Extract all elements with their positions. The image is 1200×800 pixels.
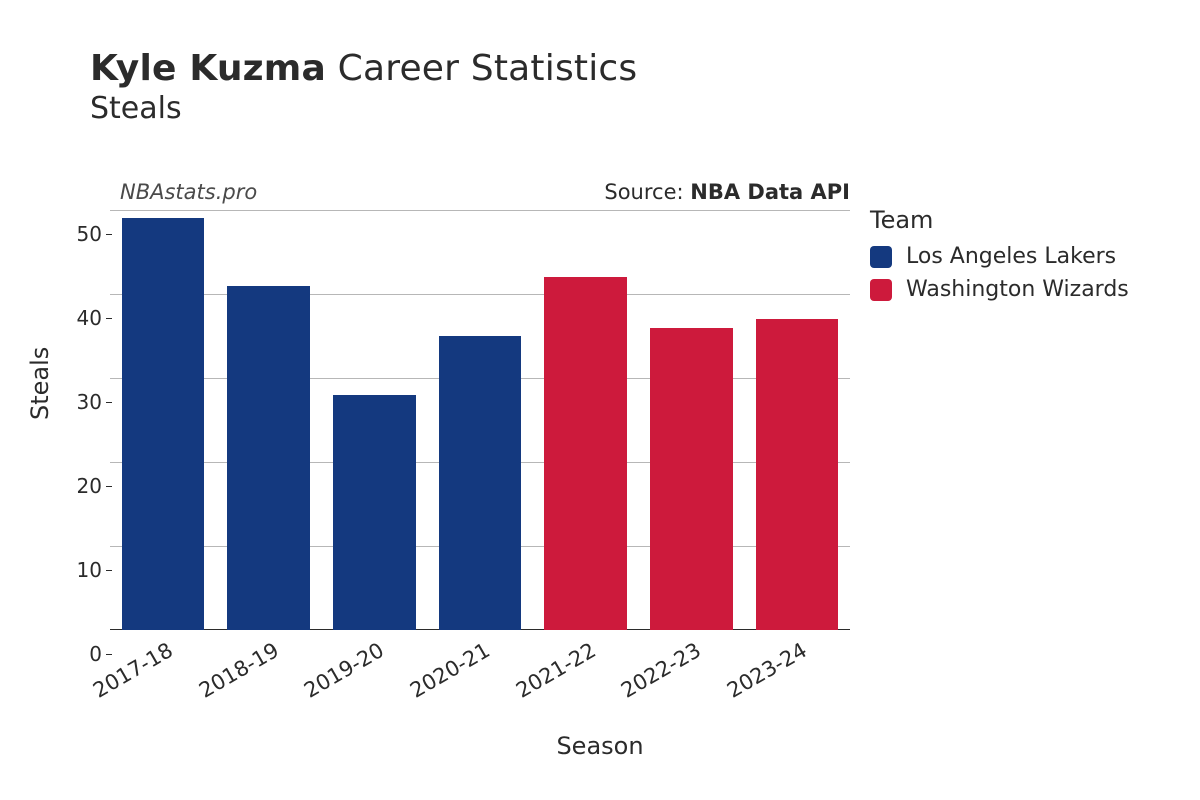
legend-label: Los Angeles Lakers: [906, 244, 1116, 269]
bar: [333, 395, 415, 630]
legend-item: Los Angeles Lakers: [870, 244, 1129, 269]
y-tick-label: 40: [62, 306, 102, 330]
x-axis-label: Season: [0, 732, 1200, 760]
chart-title: Kyle Kuzma Career Statistics Steals: [90, 48, 637, 126]
x-tick-label: 2018-19: [184, 638, 283, 709]
legend: Team Los Angeles Lakers Washington Wizard…: [870, 206, 1129, 310]
bar: [650, 328, 732, 630]
bar: [544, 277, 626, 630]
watermark: NBAstats.pro: [120, 180, 257, 204]
title-suffix: Career Statistics: [338, 48, 638, 89]
bar-chart: [110, 210, 850, 630]
source-label: Source:: [604, 180, 690, 204]
y-tick-label: 20: [62, 474, 102, 498]
grid-line: [110, 210, 850, 211]
bar: [227, 286, 309, 630]
chart-subtitle: Steals: [90, 91, 637, 126]
y-tick-label: 10: [62, 558, 102, 582]
bar: [122, 218, 204, 630]
legend-swatch: [870, 246, 892, 268]
legend-label: Washington Wizards: [906, 277, 1129, 302]
y-tick-label: 30: [62, 390, 102, 414]
source-attribution: Source: NBA Data API: [604, 180, 850, 204]
x-tick-label: 2023-24: [713, 638, 812, 709]
x-tick-label: 2022-23: [607, 638, 706, 709]
y-tick-label: 50: [62, 222, 102, 246]
bar: [439, 336, 521, 630]
title-player: Kyle Kuzma: [90, 48, 326, 89]
x-tick-label: 2019-20: [290, 638, 389, 709]
legend-item: Washington Wizards: [870, 277, 1129, 302]
legend-swatch: [870, 279, 892, 301]
grid-line: [110, 294, 850, 295]
bar: [756, 319, 838, 630]
y-axis-label: Steals: [26, 347, 54, 420]
y-tick-label: 0: [62, 642, 102, 666]
x-tick-label: 2020-21: [395, 638, 494, 709]
source-value: NBA Data API: [690, 180, 850, 204]
x-tick-label: 2021-22: [501, 638, 600, 709]
legend-title: Team: [870, 206, 1129, 234]
